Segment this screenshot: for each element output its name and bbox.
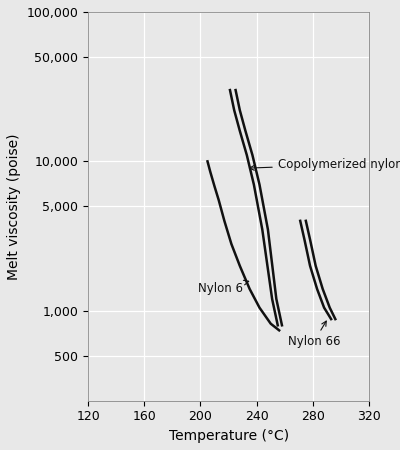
Text: Nylon 6: Nylon 6 [198,280,249,296]
Y-axis label: Melt viscosity (poise): Melt viscosity (poise) [7,133,21,279]
Text: Copolymerized nylon: Copolymerized nylon [250,158,400,171]
Text: Nylon 66: Nylon 66 [288,321,340,348]
X-axis label: Temperature (°C): Temperature (°C) [168,429,289,443]
